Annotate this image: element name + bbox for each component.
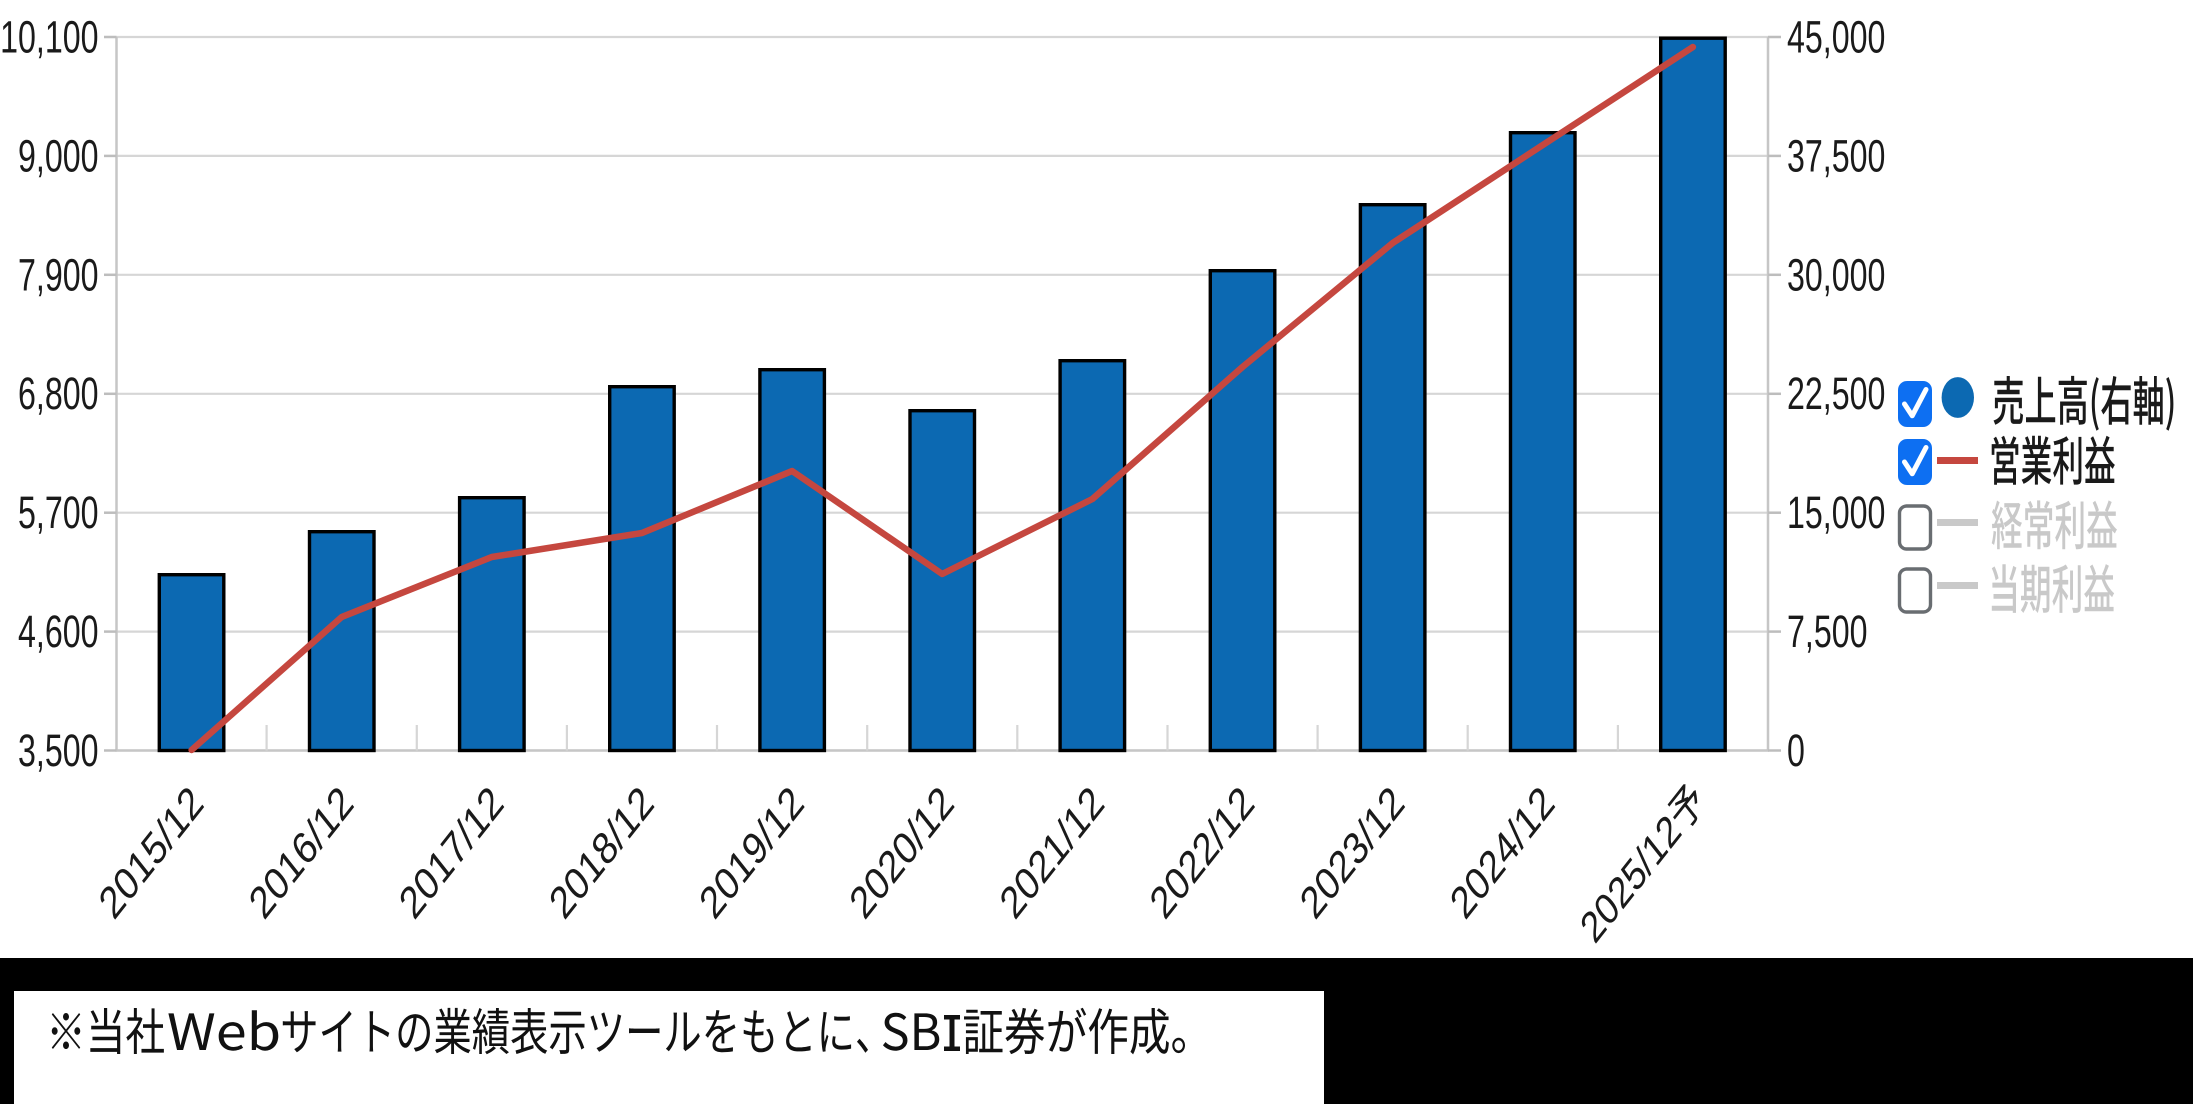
svg-text:45,000: 45,000 bbox=[1787, 13, 1885, 62]
svg-text:3,500: 3,500 bbox=[18, 727, 99, 776]
svg-text:6,800: 6,800 bbox=[18, 370, 99, 419]
svg-text:0: 0 bbox=[1787, 727, 1805, 776]
svg-text:7,900: 7,900 bbox=[18, 251, 99, 300]
svg-text:15,000: 15,000 bbox=[1787, 489, 1885, 538]
svg-text:5,700: 5,700 bbox=[18, 489, 99, 538]
svg-text:10,100: 10,100 bbox=[0, 13, 98, 62]
svg-text:37,500: 37,500 bbox=[1787, 132, 1885, 181]
svg-text:7,500: 7,500 bbox=[1787, 608, 1868, 657]
svg-text:4,600: 4,600 bbox=[18, 608, 99, 657]
svg-text:22,500: 22,500 bbox=[1787, 370, 1885, 419]
svg-text:9,000: 9,000 bbox=[18, 132, 99, 181]
svg-text:30,000: 30,000 bbox=[1787, 251, 1885, 300]
